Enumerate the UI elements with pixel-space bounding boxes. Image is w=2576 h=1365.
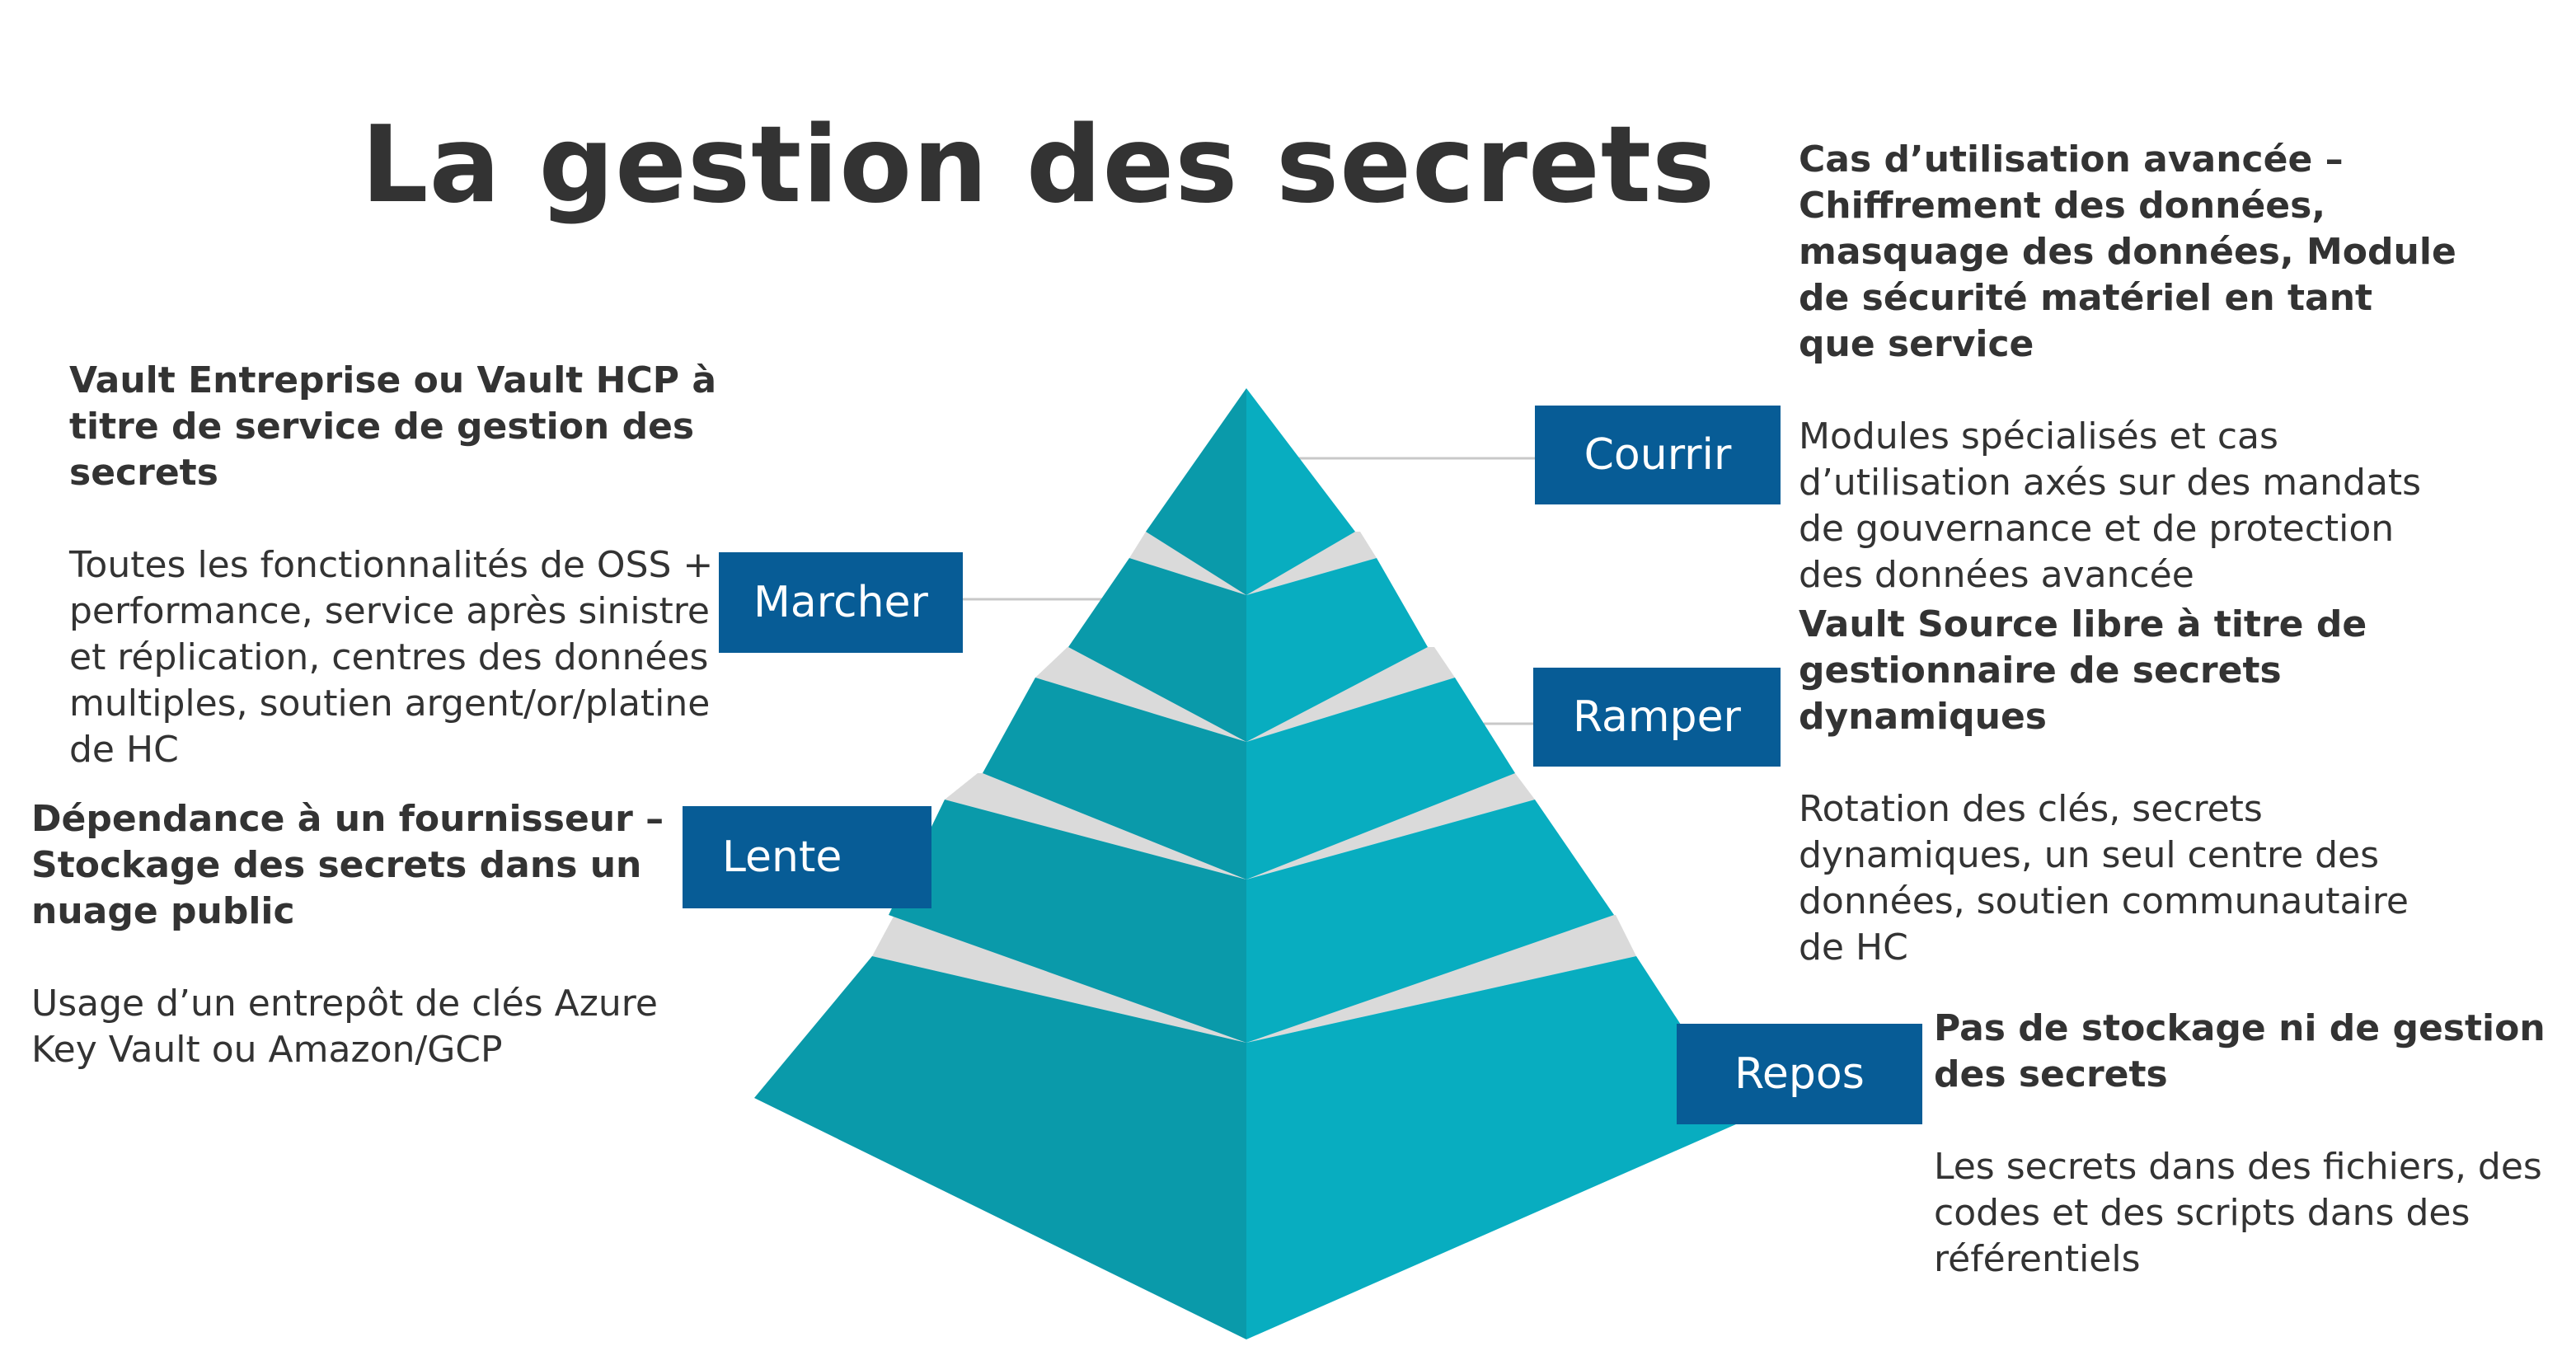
level-description-ramper: Vault Source libre à titre de gestionnai… xyxy=(1799,602,2458,971)
level-description-courrir: Cas d’utilisation avancée – Chiffrement … xyxy=(1799,137,2458,598)
pyramid-tier-1-left xyxy=(1146,388,1246,595)
pyramid-tier-2-left xyxy=(1068,558,1246,742)
level-description-repos: Pas de stockage ni de gestion des secret… xyxy=(1934,1006,2573,1283)
pyramid-tier-3-left xyxy=(983,678,1246,880)
level-heading: Pas de stockage ni de gestion des secret… xyxy=(1934,1007,2546,1095)
level-heading: Vault Entreprise ou Vault HCP à titre de… xyxy=(69,359,717,494)
level-label-ramper: Ramper xyxy=(1533,668,1781,767)
pyramid-tier-3-right xyxy=(1246,678,1515,880)
pyramid-tier-2-right xyxy=(1246,558,1428,742)
pyramid-tier-4-left xyxy=(889,800,1246,1043)
level-heading: Vault Source libre à titre de gestionnai… xyxy=(1799,603,2367,738)
level-text: Les secrets dans des fichiers, des codes… xyxy=(1934,1146,2542,1280)
pyramid-tier-5-right xyxy=(1246,956,1743,1339)
level-description-marcher: Vault Entreprise ou Vault HCP à titre de… xyxy=(69,358,729,773)
level-label-lente: Lente xyxy=(683,806,931,908)
level-description-lente: Dépendance à un fournisseur – Stockage d… xyxy=(31,796,683,1073)
level-label-repos: Repos xyxy=(1677,1024,1922,1124)
level-label-courrir: Courrir xyxy=(1535,406,1781,504)
pyramid-tier-4-right xyxy=(1246,800,1614,1043)
page-title: La gestion des secrets xyxy=(361,104,1716,227)
level-label-marcher: Marcher xyxy=(719,552,963,653)
level-heading: Cas d’utilisation avancée – Chiffrement … xyxy=(1799,138,2456,365)
level-text: Modules spécialisés et cas d’utilisation… xyxy=(1799,415,2422,596)
pyramid-tier-1-right xyxy=(1246,388,1355,595)
level-text: Usage d’un entrepôt de clés Azure Key Va… xyxy=(31,983,658,1071)
level-text: Toutes les fonctionnalités de OSS + perf… xyxy=(69,544,714,771)
level-heading: Dépendance à un fournisseur – Stockage d… xyxy=(31,798,664,932)
level-text: Rotation des clés, secrets dynamiques, u… xyxy=(1799,788,2409,969)
pyramid-tier-5-left xyxy=(754,956,1246,1339)
